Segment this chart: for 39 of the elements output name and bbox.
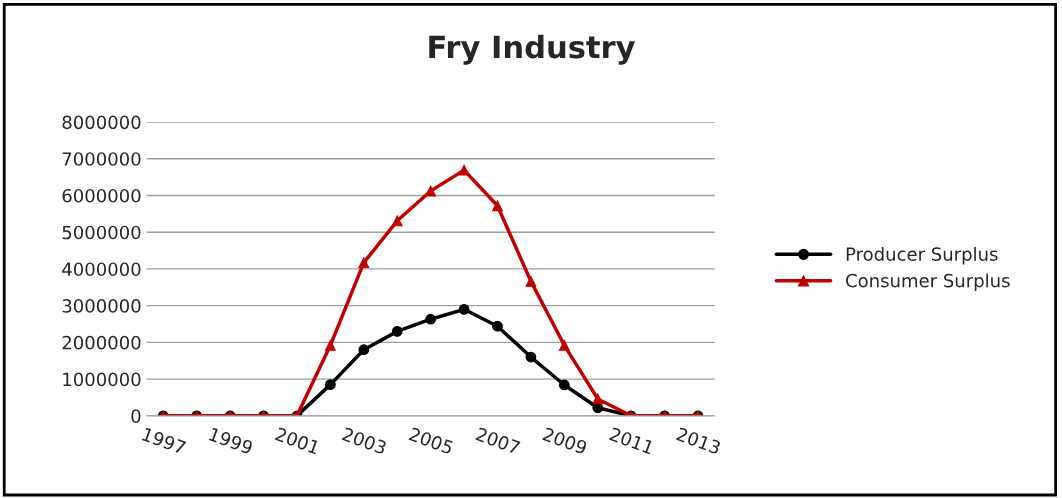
y-tick-label: 6000000 (62, 188, 141, 203)
point (425, 313, 437, 325)
x-tick-label: 2013 (675, 427, 722, 455)
point (592, 393, 604, 405)
point (391, 215, 403, 227)
point (458, 164, 470, 176)
x-tick-label: 2001 (274, 427, 320, 455)
point (458, 303, 470, 315)
point (558, 339, 570, 351)
point (558, 379, 570, 391)
x-tick-label: 2009 (542, 427, 588, 455)
x-tick-label: 2007 (475, 427, 521, 455)
x-tick-label: 1999 (208, 427, 254, 455)
y-tick-label: 4000000 (62, 262, 141, 277)
y-tick-label: 5000000 (62, 225, 141, 240)
x-tick-label: 1997 (141, 427, 187, 455)
y-tick-label: 3000000 (62, 299, 141, 313)
x-tick-label: 2003 (341, 427, 387, 455)
y-tick-label: 2000000 (62, 335, 141, 350)
point (358, 344, 370, 356)
y-tick-label: 7000000 (62, 152, 141, 166)
legend-label: Consumer Surplus (846, 273, 1010, 291)
legend-label: Producer Surplus (846, 246, 998, 265)
point (525, 276, 537, 287)
x-tick-label: 2005 (408, 427, 454, 455)
chart-title: Fry Industry (429, 34, 635, 65)
point (592, 402, 604, 414)
y-tick-label: 0 (131, 409, 141, 423)
x-tick-label: 2011 (609, 427, 655, 455)
point (325, 339, 336, 351)
point (425, 185, 437, 197)
point (492, 320, 503, 332)
y-tick-label: 8000000 (62, 115, 141, 130)
point (325, 379, 336, 390)
point (492, 200, 503, 212)
y-tick-label: 1000000 (63, 372, 141, 387)
point (358, 257, 370, 269)
point (525, 351, 537, 363)
point (391, 325, 403, 337)
